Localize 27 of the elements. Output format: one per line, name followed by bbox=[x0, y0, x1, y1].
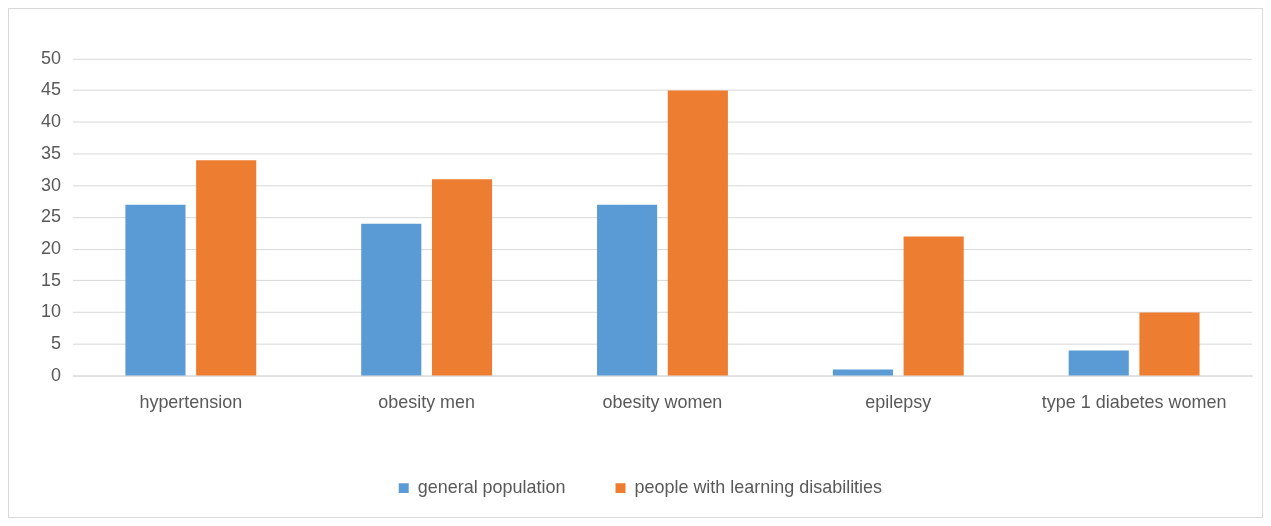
bar bbox=[597, 204, 658, 376]
y-tick-label: 30 bbox=[40, 174, 61, 195]
y-tick-label: 25 bbox=[40, 206, 61, 227]
x-tick-label: hypertension bbox=[139, 391, 243, 412]
y-tick-label: 45 bbox=[40, 79, 61, 100]
y-tick-label: 10 bbox=[40, 301, 61, 322]
bar bbox=[1139, 312, 1200, 376]
x-tick-label: epilepsy bbox=[865, 391, 932, 412]
bar bbox=[196, 160, 257, 376]
bar bbox=[667, 90, 728, 376]
x-tick-label: obesity men bbox=[378, 391, 476, 412]
bar bbox=[125, 204, 186, 376]
y-tick-label: 15 bbox=[40, 269, 61, 290]
y-tick-label: 20 bbox=[40, 238, 61, 259]
legend-label: general population bbox=[417, 477, 566, 498]
x-tick-label: type 1 diabetes women bbox=[1041, 391, 1227, 412]
bar bbox=[431, 179, 493, 376]
bar bbox=[1068, 350, 1129, 376]
y-tick-label: 40 bbox=[40, 111, 61, 132]
legend-label: people with learning disabilities bbox=[634, 477, 883, 498]
y-tick-label: 0 bbox=[50, 364, 61, 385]
y-tick-label: 50 bbox=[40, 47, 61, 68]
y-tick-label: 5 bbox=[50, 333, 61, 354]
y-tick-label: 35 bbox=[40, 142, 61, 163]
x-tick-label: obesity women bbox=[602, 391, 723, 412]
bar bbox=[903, 236, 964, 376]
bar bbox=[361, 223, 422, 376]
